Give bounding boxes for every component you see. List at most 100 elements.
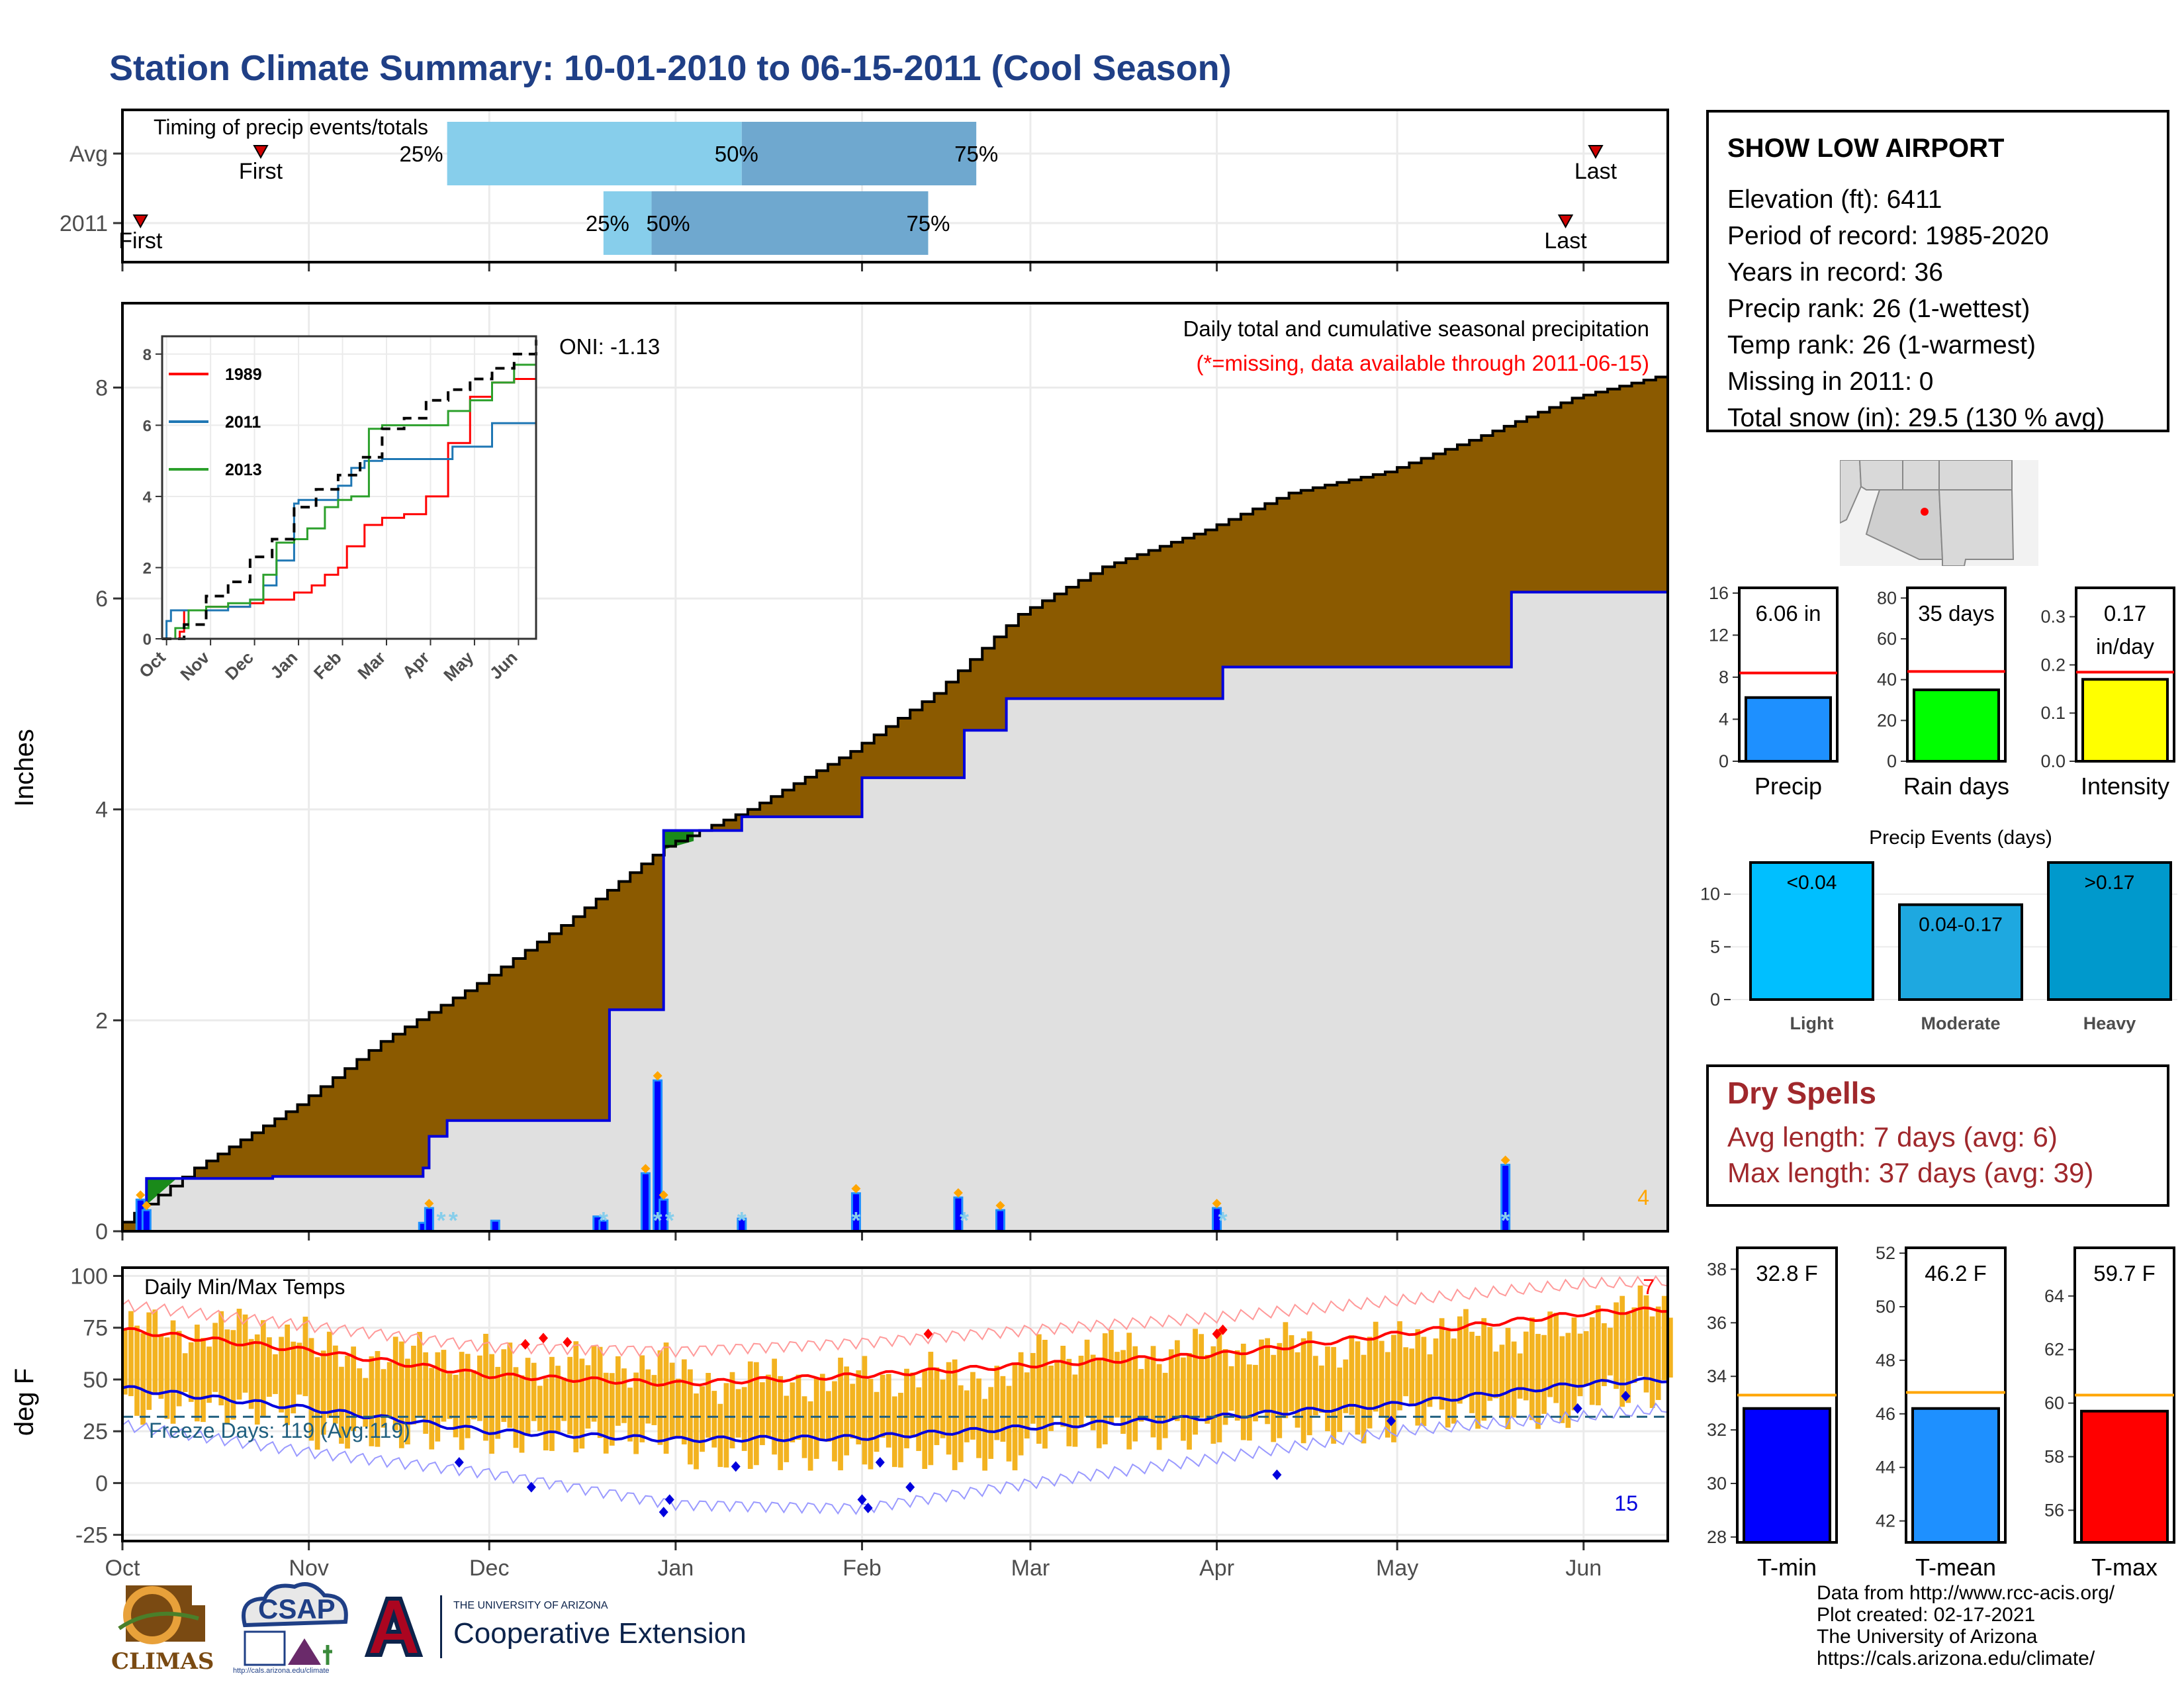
precip-snow-marker: * — [1218, 1207, 1228, 1234]
map-new-mexico — [1938, 489, 2015, 566]
precip-summary-intensity-x-label: Intensity — [2081, 773, 2169, 800]
temps-daily-bar — [1018, 1352, 1024, 1456]
temps-daily-bar — [519, 1375, 525, 1453]
events-bar-label: >0.17 — [2085, 872, 2135, 894]
page-title: Station Climate Summary: 10-01-2010 to 0… — [109, 48, 1232, 88]
temps-daily-bar — [254, 1334, 260, 1425]
precip-panel-border — [121, 302, 1669, 1233]
temps-y-tick-label: 0 — [95, 1471, 108, 1496]
temps-daily-bar — [1343, 1359, 1349, 1413]
footer-university: The University of Arizona — [1817, 1626, 2038, 1648]
temps-record-high-marker — [1218, 1324, 1228, 1335]
climas-logo-graphic — [118, 1585, 205, 1644]
temps-daily-bar — [1631, 1307, 1637, 1383]
inset-y-tick-label: 8 — [143, 346, 152, 364]
temps-daily-bar — [531, 1362, 537, 1421]
ua-logo: THE UNIVERSITY OF ARIZONA Cooperative Ex… — [361, 1592, 758, 1665]
temps-daily-bar — [681, 1359, 687, 1445]
temps-daily-bar — [1156, 1364, 1162, 1450]
temps-daily-bar — [1006, 1385, 1012, 1462]
csap-logo-text: CSAP — [258, 1593, 336, 1624]
dry-spells-box: Dry Spells Avg length: 7 days (avg: 6) M… — [1706, 1064, 2169, 1207]
temps-daily-bar — [982, 1399, 987, 1471]
timing-band-50-75 — [741, 122, 977, 185]
station-temp-rank: Temp rank: 26 (1-warmest) — [1727, 331, 2036, 359]
station-info-box: SHOW LOW AIRPORT Elevation (ft): 6411 Pe… — [1706, 110, 2169, 432]
temps-daily-bar — [423, 1352, 429, 1434]
temps-daily-bar — [627, 1387, 633, 1442]
temps-daily-bar — [880, 1374, 886, 1438]
inset-series-2013 — [162, 361, 537, 640]
dry-spells-title: Dry Spells — [1727, 1076, 1876, 1110]
temps-daily-bar — [369, 1356, 375, 1446]
temps-daily-bar — [1084, 1339, 1090, 1417]
temps-daily-bar — [302, 1317, 308, 1397]
timing-label-50: 50% — [647, 211, 690, 236]
temps-daily-bar — [1205, 1354, 1210, 1424]
station-period: Period of record: 1985-2020 — [1727, 222, 2049, 250]
temps-daily-bar — [862, 1356, 868, 1465]
temps-daily-bar — [898, 1393, 903, 1468]
precip-daily-bar-marker — [851, 1184, 861, 1194]
precip-summary-intensity-y-tick-label: 0.3 — [2040, 607, 2066, 627]
temps-daily-bar — [267, 1337, 272, 1397]
temps-daily-bar — [375, 1350, 381, 1447]
temps-daily-bar — [1517, 1353, 1523, 1399]
temps-daily-bar — [573, 1341, 579, 1452]
precip-daily-bar — [490, 1219, 500, 1233]
events-x-label: Heavy — [2083, 1013, 2136, 1033]
temps-panel-border — [121, 1266, 1669, 1542]
inset-avg-line — [162, 340, 537, 640]
temps-x-tick-label: Nov — [289, 1556, 328, 1581]
temps-y-tick-label: 50 — [83, 1368, 108, 1393]
temps-daily-bar — [140, 1333, 146, 1425]
temps-daily-bar — [1259, 1339, 1264, 1411]
temps-daily-bar — [1361, 1354, 1367, 1444]
temp-summary-tmean-bar — [1911, 1407, 2000, 1544]
temps-line-record-low — [122, 1402, 1668, 1515]
temps-daily-bar — [1649, 1316, 1655, 1409]
temps-daily-bar — [248, 1338, 254, 1409]
temps-y-tick-label: -25 — [75, 1523, 108, 1548]
temps-daily-bar — [1385, 1352, 1390, 1438]
temps-daily-bar — [603, 1372, 609, 1454]
events-bar-heavy — [2047, 861, 2172, 1002]
precip-summary-intensity-bar — [2081, 678, 2169, 763]
temps-y-tick-label: 75 — [83, 1316, 108, 1341]
timing-marker-last — [1557, 214, 1574, 229]
temps-record-low-marker — [1272, 1469, 1282, 1480]
temps-daily-bar — [1655, 1306, 1661, 1400]
temps-daily-bar — [1277, 1342, 1283, 1438]
precip-snow-marker: * — [851, 1207, 860, 1234]
precip-summary-intensity-y-tick-label: 0.2 — [2040, 655, 2066, 675]
temp-summary-tmax-y-tick-label: 58 — [2044, 1447, 2064, 1467]
temps-daily-bar — [296, 1342, 302, 1395]
temps-daily-bar — [1367, 1336, 1373, 1429]
temps-daily-bar — [970, 1372, 976, 1440]
temps-daily-bar — [1253, 1364, 1258, 1422]
timing-label-25: 25% — [400, 142, 443, 166]
timing-label-first: First — [118, 228, 163, 254]
temps-daily-bar — [766, 1374, 771, 1438]
footer-credits: Data from http://www.rcc-acis.org/ Plot … — [1817, 1582, 2115, 1669]
temps-daily-bar — [1247, 1364, 1252, 1441]
csap-mountain-icon — [288, 1638, 321, 1665]
temps-daily-bar — [916, 1387, 922, 1451]
precip-daily-bar-marker — [659, 1190, 668, 1200]
temp-summary-tmean-x-label: T-mean — [1915, 1554, 1996, 1581]
temps-daily-bar — [549, 1356, 555, 1451]
precip-y-tick-label: 6 — [95, 586, 108, 612]
temps-daily-bar — [471, 1370, 477, 1420]
inset-legend-label-1989: 1989 — [225, 365, 262, 384]
temps-record-high-marker — [520, 1338, 530, 1350]
temps-daily-bar — [1391, 1335, 1396, 1442]
csap-grid-icon — [244, 1630, 286, 1666]
temps-x-tick-label: Oct — [105, 1556, 140, 1581]
timing-marker-first — [253, 145, 269, 160]
locator-map — [1840, 460, 2038, 566]
temps-record-high-marker — [538, 1333, 548, 1344]
temps-daily-bar — [874, 1391, 880, 1452]
temps-daily-bar — [1096, 1358, 1102, 1448]
temps-record-low-marker — [664, 1494, 674, 1505]
temps-daily-bar — [164, 1337, 170, 1419]
